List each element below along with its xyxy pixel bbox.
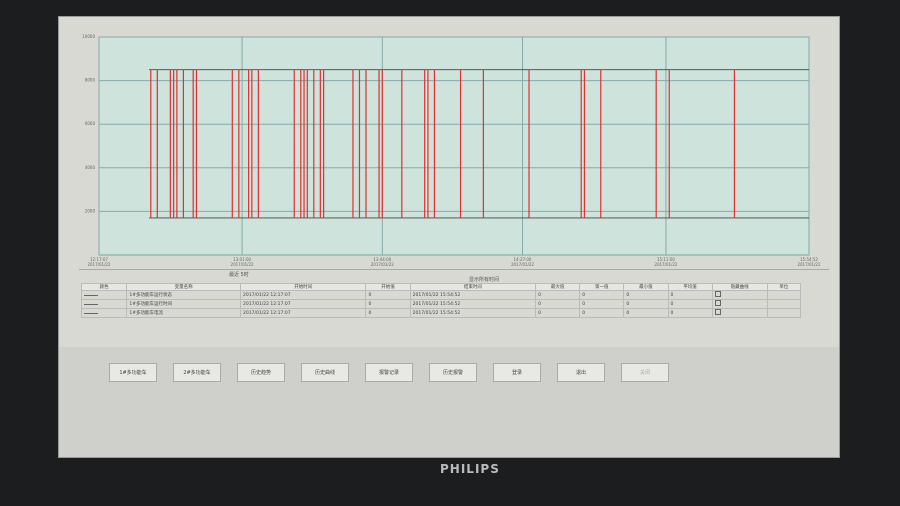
x-tick-time: 13:01:00 [233, 257, 251, 262]
table-cell: 0 [623, 290, 669, 300]
table-cell: 0 [365, 290, 411, 300]
nav-buttons: 1#多功能车 2#多功能车 历史趋势 历史曲线 报警记录 历史报警 登录 退出 关闭 [109, 363, 669, 382]
nav-button[interactable]: 退出 [557, 363, 605, 382]
monitor-brand-logo: PHILIPS [440, 462, 500, 476]
table-cell: 0 [365, 308, 411, 318]
table-row[interactable]: 1#多功能车运行状态 2017/01/22 12:17:07 0 2017/01/22… [80, 290, 802, 300]
y-tick-label: 2000 [85, 208, 96, 213]
table-cell: 0 [667, 308, 713, 318]
nav-button[interactable]: 报警记录 [365, 363, 413, 382]
x-tick-time: 14:27:00 [514, 257, 532, 262]
column-header[interactable]: 变量名称 [126, 283, 241, 291]
table-cell: 2017/01/22 12:17:07 [239, 308, 367, 318]
column-header[interactable]: 平均值 [667, 283, 713, 291]
nav-button[interactable]: 登录 [493, 363, 541, 382]
table-cell: 0 [535, 299, 581, 309]
table-cell: 0 [579, 290, 625, 300]
table-cell: 2017/01/22 12:17:07 [239, 299, 367, 309]
color-swatch [80, 299, 128, 309]
table-cell: 2017/01/22 15:54:52 [409, 299, 537, 309]
table-row[interactable]: 1#多功能车电流 2017/01/22 12:17:07 0 2017/01/22 1… [80, 308, 802, 318]
x-tick-date: 2017/01/22 [797, 262, 821, 267]
table-cell: 0 [535, 308, 581, 318]
x-tick-date: 2017/01/22 [231, 262, 255, 267]
hide-curve-checkbox[interactable] [711, 308, 768, 318]
x-tick-date: 2017/01/22 [87, 262, 111, 267]
table-cell: 0 [667, 299, 713, 309]
plot-area [98, 36, 810, 256]
color-swatch [80, 308, 128, 318]
table-cell: 0 [365, 299, 411, 309]
duration-label[interactable]: 最近 5时 [229, 272, 249, 278]
table-cell: 1#多功能车电流 [126, 308, 241, 318]
x-tick-time: 15:54:52 [800, 257, 818, 262]
column-header[interactable]: 第一值 [579, 283, 625, 291]
column-header[interactable]: 最大值 [535, 283, 581, 291]
hmi-screen: 10000 8000 6000 4000 2000 12:17:07 2017/01/22 1… [58, 16, 840, 458]
nav-button[interactable]: 2#多功能车 [173, 363, 221, 382]
hide-curve-checkbox[interactable] [711, 299, 768, 309]
trend-chart: 10000800060004000200012:17:072017/01/221… [82, 34, 821, 267]
table-cell: 2017/01/22 15:54:52 [409, 290, 537, 300]
x-tick-date: 2017/01/22 [371, 262, 395, 267]
column-header[interactable]: 开始时间 [239, 283, 367, 291]
column-header[interactable]: 结束时间 [409, 283, 537, 291]
table-cell: 0 [623, 299, 669, 309]
nav-button[interactable]: 关闭 [621, 363, 669, 382]
table-cell: 2017/01/22 12:17:07 [239, 290, 367, 300]
table-cell: 1#多功能车运行状态 [126, 290, 241, 300]
color-swatch [80, 290, 128, 300]
nav-button[interactable]: 1#多功能车 [109, 363, 157, 382]
zoom-label[interactable]: 显示所有时间 [469, 277, 500, 283]
table-cell: 0 [535, 290, 581, 300]
column-header[interactable]: 隐藏曲线 [711, 283, 768, 291]
y-tick-label: 10000 [82, 34, 95, 39]
table-cell [766, 299, 802, 309]
table-cell: 0 [579, 308, 625, 318]
y-tick-label: 6000 [85, 121, 96, 126]
column-header[interactable]: 最小值 [623, 283, 669, 291]
column-header[interactable]: 单位 [766, 283, 802, 291]
variable-table: 颜色 变量名称 开始时间 开始值 结束时间 最大值 第一值 最小值 平均值 隐藏曲线 单位 1#多功能… [80, 283, 802, 318]
y-tick-label: 8000 [85, 78, 96, 83]
nav-button[interactable]: 历史趋势 [237, 363, 285, 382]
x-tick-time: 13:44:00 [373, 257, 391, 262]
chart-toolbar: 最近 5时 显示所有时间 [79, 269, 829, 283]
table-cell: 0 [623, 308, 669, 318]
column-header[interactable]: 开始值 [365, 283, 411, 291]
nav-button[interactable]: 历史报警 [429, 363, 477, 382]
table-cell: 2017/01/22 15:54:52 [409, 308, 537, 318]
x-tick-date: 2017/01/22 [511, 262, 535, 267]
table-cell: 0 [579, 299, 625, 309]
x-tick-time: 12:17:07 [90, 257, 108, 262]
table-cell: 0 [667, 290, 713, 300]
table-cell [766, 308, 802, 318]
table-row[interactable]: 1#多功能车运行时间 2017/01/22 12:17:07 0 2017/01/22… [80, 299, 802, 309]
table-cell: 1#多功能车运行时间 [126, 299, 241, 309]
y-tick-label: 4000 [85, 165, 96, 170]
x-tick-date: 2017/01/22 [654, 262, 678, 267]
nav-button[interactable]: 历史曲线 [301, 363, 349, 382]
x-tick-time: 15:11:00 [657, 257, 675, 262]
column-header[interactable]: 颜色 [80, 283, 128, 291]
hide-curve-checkbox[interactable] [711, 290, 768, 300]
table-cell [766, 290, 802, 300]
